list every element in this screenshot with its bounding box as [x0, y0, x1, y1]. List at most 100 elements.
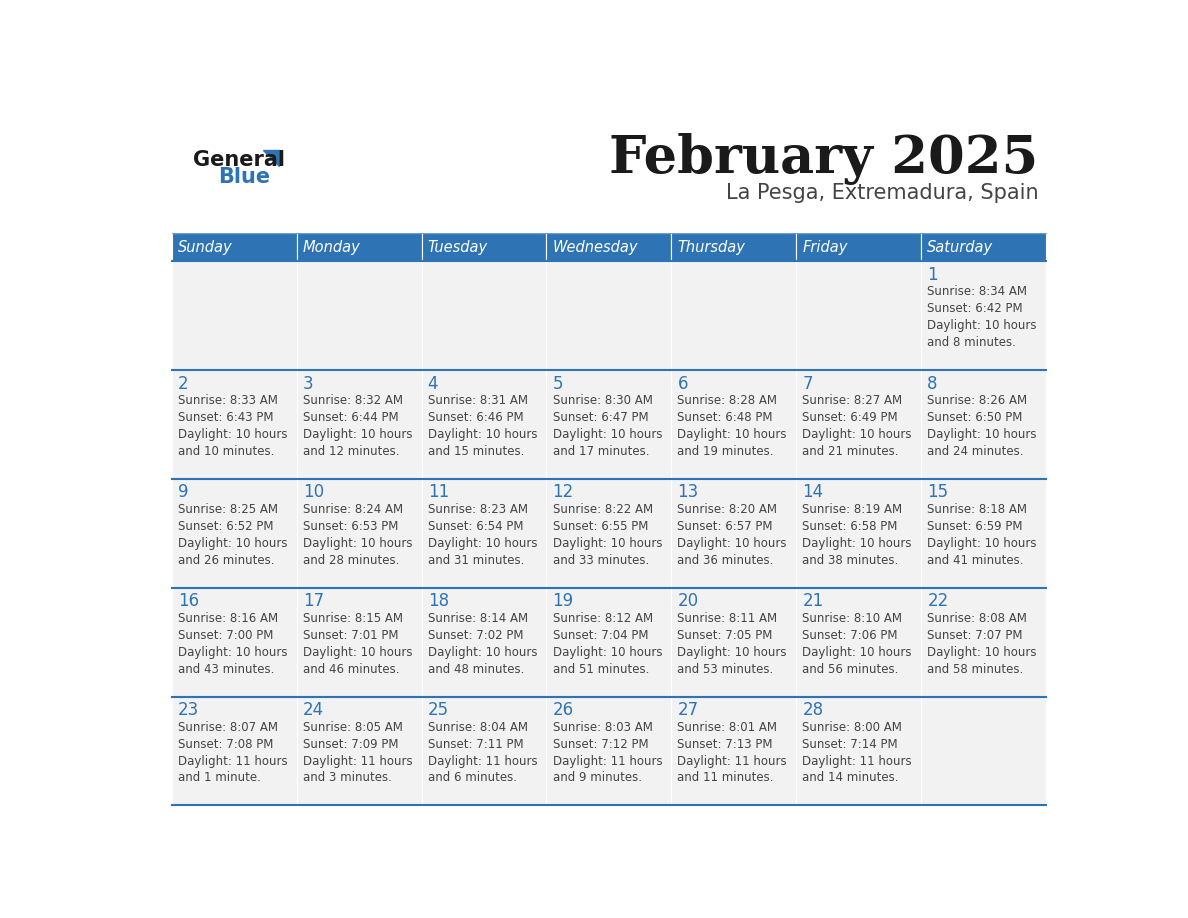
Text: 19: 19	[552, 592, 574, 610]
Text: Sunrise: 8:30 AM: Sunrise: 8:30 AM	[552, 394, 652, 408]
Bar	[172, 479, 297, 588]
Text: Daylight: 10 hours: Daylight: 10 hours	[677, 428, 786, 441]
Text: 8: 8	[928, 375, 937, 393]
Text: Friday: Friday	[802, 240, 848, 254]
Text: Sunset: 6:46 PM: Sunset: 6:46 PM	[428, 411, 524, 424]
Text: Daylight: 11 hours: Daylight: 11 hours	[677, 755, 788, 767]
Bar	[422, 261, 546, 370]
Text: Sunset: 6:58 PM: Sunset: 6:58 PM	[802, 520, 898, 533]
Bar	[422, 233, 546, 261]
Text: Daylight: 10 hours: Daylight: 10 hours	[428, 428, 537, 441]
Bar	[671, 697, 796, 805]
Text: Daylight: 10 hours: Daylight: 10 hours	[428, 537, 537, 550]
Text: Daylight: 10 hours: Daylight: 10 hours	[303, 537, 412, 550]
Bar	[297, 697, 422, 805]
Bar	[422, 479, 546, 588]
Bar	[172, 697, 297, 805]
Text: Thursday: Thursday	[677, 240, 745, 254]
Text: Daylight: 10 hours: Daylight: 10 hours	[428, 645, 537, 659]
Text: Sunset: 6:54 PM: Sunset: 6:54 PM	[428, 520, 523, 533]
Text: 16: 16	[178, 592, 200, 610]
Text: Sunrise: 8:22 AM: Sunrise: 8:22 AM	[552, 503, 652, 516]
Text: 5: 5	[552, 375, 563, 393]
Text: and 21 minutes.: and 21 minutes.	[802, 445, 899, 458]
Text: Sunrise: 8:18 AM: Sunrise: 8:18 AM	[928, 503, 1028, 516]
Text: and 9 minutes.: and 9 minutes.	[552, 771, 642, 785]
Bar	[921, 261, 1045, 370]
Text: Sunrise: 8:34 AM: Sunrise: 8:34 AM	[928, 285, 1028, 298]
Bar	[297, 588, 422, 697]
Text: Daylight: 10 hours: Daylight: 10 hours	[303, 428, 412, 441]
Text: La Pesga, Extremadura, Spain: La Pesga, Extremadura, Spain	[726, 184, 1038, 203]
Text: and 3 minutes.: and 3 minutes.	[303, 771, 392, 785]
Polygon shape	[264, 151, 279, 165]
Text: Sunset: 6:57 PM: Sunset: 6:57 PM	[677, 520, 773, 533]
Text: Sunset: 7:02 PM: Sunset: 7:02 PM	[428, 629, 523, 642]
Text: Monday: Monday	[303, 240, 361, 254]
Text: and 43 minutes.: and 43 minutes.	[178, 663, 274, 676]
Text: Daylight: 10 hours: Daylight: 10 hours	[178, 537, 287, 550]
Text: and 58 minutes.: and 58 minutes.	[928, 663, 1024, 676]
Text: and 17 minutes.: and 17 minutes.	[552, 445, 649, 458]
Text: Sunset: 7:08 PM: Sunset: 7:08 PM	[178, 738, 273, 751]
Text: February 2025: February 2025	[609, 133, 1038, 185]
Text: 15: 15	[928, 484, 948, 501]
Text: Sunrise: 8:04 AM: Sunrise: 8:04 AM	[428, 721, 527, 733]
Bar	[921, 479, 1045, 588]
Text: Sunrise: 8:23 AM: Sunrise: 8:23 AM	[428, 503, 527, 516]
Bar	[546, 588, 671, 697]
Text: Daylight: 10 hours: Daylight: 10 hours	[677, 645, 786, 659]
Text: and 53 minutes.: and 53 minutes.	[677, 663, 773, 676]
Text: Wednesday: Wednesday	[552, 240, 638, 254]
Text: Sunrise: 8:10 AM: Sunrise: 8:10 AM	[802, 612, 903, 625]
Text: Sunrise: 8:16 AM: Sunrise: 8:16 AM	[178, 612, 278, 625]
Text: and 14 minutes.: and 14 minutes.	[802, 771, 899, 785]
Text: 4: 4	[428, 375, 438, 393]
Bar	[671, 233, 796, 261]
Text: Tuesday: Tuesday	[428, 240, 488, 254]
Text: Sunset: 6:48 PM: Sunset: 6:48 PM	[677, 411, 773, 424]
Text: and 48 minutes.: and 48 minutes.	[428, 663, 524, 676]
Text: Blue: Blue	[219, 167, 271, 187]
Text: Daylight: 10 hours: Daylight: 10 hours	[303, 645, 412, 659]
Text: and 19 minutes.: and 19 minutes.	[677, 445, 775, 458]
Bar	[546, 261, 671, 370]
Text: Saturday: Saturday	[928, 240, 993, 254]
Bar	[921, 370, 1045, 479]
Text: 2: 2	[178, 375, 189, 393]
Text: Sunrise: 8:11 AM: Sunrise: 8:11 AM	[677, 612, 778, 625]
Text: and 28 minutes.: and 28 minutes.	[303, 554, 399, 566]
Text: and 46 minutes.: and 46 minutes.	[303, 663, 399, 676]
Text: 18: 18	[428, 592, 449, 610]
Text: Daylight: 11 hours: Daylight: 11 hours	[178, 755, 287, 767]
Text: and 15 minutes.: and 15 minutes.	[428, 445, 524, 458]
Text: 14: 14	[802, 484, 823, 501]
Text: and 38 minutes.: and 38 minutes.	[802, 554, 898, 566]
Text: Sunset: 7:00 PM: Sunset: 7:00 PM	[178, 629, 273, 642]
Text: 1: 1	[928, 265, 937, 284]
Text: Sunset: 7:11 PM: Sunset: 7:11 PM	[428, 738, 524, 751]
Text: Daylight: 10 hours: Daylight: 10 hours	[552, 537, 662, 550]
Text: Daylight: 11 hours: Daylight: 11 hours	[552, 755, 662, 767]
Text: 25: 25	[428, 701, 449, 719]
Text: 27: 27	[677, 701, 699, 719]
Bar	[796, 370, 921, 479]
Text: Sunset: 6:55 PM: Sunset: 6:55 PM	[552, 520, 647, 533]
Bar	[546, 233, 671, 261]
Text: Daylight: 10 hours: Daylight: 10 hours	[552, 645, 662, 659]
Text: Sunset: 7:04 PM: Sunset: 7:04 PM	[552, 629, 649, 642]
Text: Sunrise: 8:33 AM: Sunrise: 8:33 AM	[178, 394, 278, 408]
Text: and 31 minutes.: and 31 minutes.	[428, 554, 524, 566]
Text: 28: 28	[802, 701, 823, 719]
Text: 3: 3	[303, 375, 314, 393]
Text: and 6 minutes.: and 6 minutes.	[428, 771, 517, 785]
Text: Daylight: 10 hours: Daylight: 10 hours	[552, 428, 662, 441]
Bar	[921, 588, 1045, 697]
Bar	[796, 261, 921, 370]
Text: 13: 13	[677, 484, 699, 501]
Text: Sunset: 6:50 PM: Sunset: 6:50 PM	[928, 411, 1023, 424]
Text: Sunset: 6:42 PM: Sunset: 6:42 PM	[928, 302, 1023, 315]
Text: and 1 minute.: and 1 minute.	[178, 771, 261, 785]
Bar	[546, 697, 671, 805]
Text: Sunrise: 8:08 AM: Sunrise: 8:08 AM	[928, 612, 1028, 625]
